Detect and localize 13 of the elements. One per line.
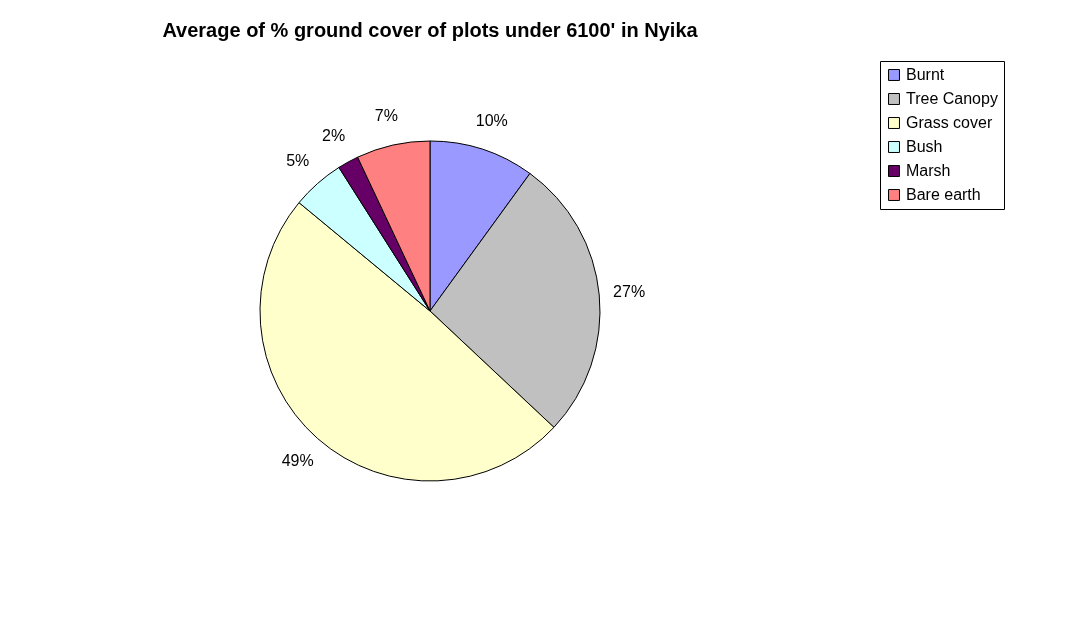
legend-label: Tree Canopy	[906, 90, 998, 107]
data-label: 27%	[613, 283, 646, 301]
data-label: 2%	[322, 126, 346, 144]
legend-label: Grass cover	[906, 114, 993, 131]
legend-label: Bush	[906, 138, 943, 155]
data-label: 49%	[281, 452, 314, 470]
data-label: 10%	[475, 111, 508, 129]
chart-title: Average of % ground cover of plots under 6100' in Nyika	[162, 18, 699, 41]
legend-label: Burnt	[906, 66, 945, 83]
data-label: 5%	[286, 151, 310, 169]
legend-label: Marsh	[906, 162, 951, 179]
data-label: 7%	[374, 106, 398, 124]
legend-label: Bare earth	[906, 186, 981, 203]
